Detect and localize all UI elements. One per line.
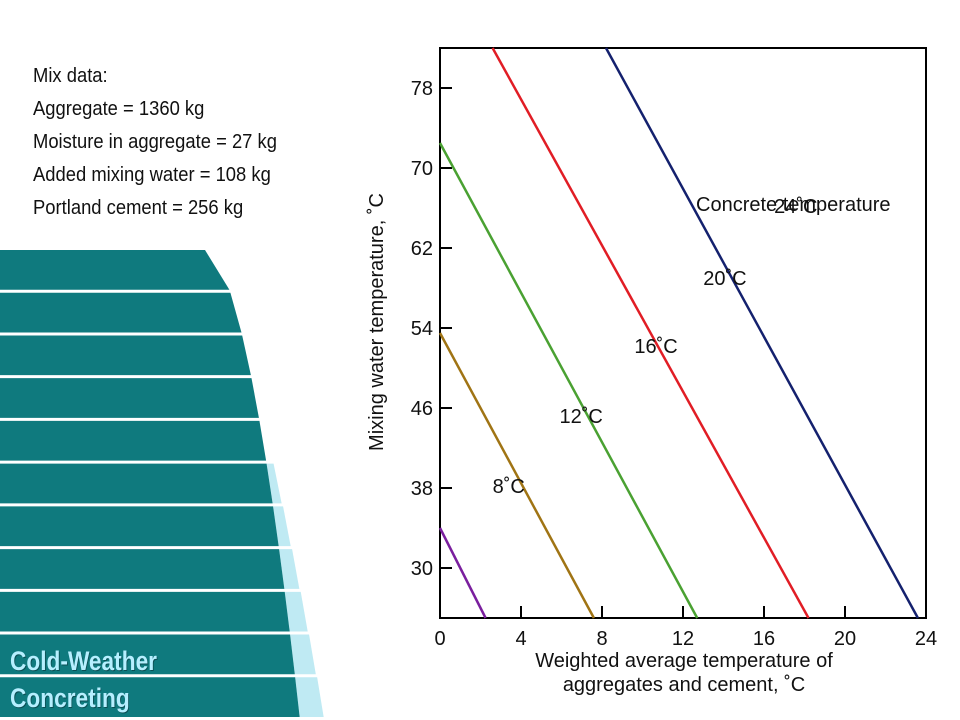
x-axis-title-line-1: Weighted average temperature of [535, 650, 833, 672]
y-tick-label: 78 [411, 78, 433, 100]
band-highlight [279, 549, 300, 589]
y-tick-label: 30 [411, 558, 433, 580]
mix-data-cement: Portland cement = 256 kg [33, 197, 244, 219]
x-tick-label: 12 [672, 628, 694, 650]
series-line [438, 527, 487, 619]
series-label: 24˚C [774, 196, 817, 218]
teal-band [0, 549, 285, 589]
legend-title: Concrete temperature [696, 194, 891, 216]
series-line [438, 142, 699, 619]
series-line [604, 47, 919, 619]
y-tick-label: 62 [411, 238, 433, 260]
series-line [438, 332, 595, 619]
band-highlight [290, 634, 316, 675]
y-tick-label: 46 [411, 398, 433, 420]
teal-band [0, 463, 273, 504]
y-axis-title: Mixing water temperature, ˚C [366, 193, 388, 451]
slide-title-line-2: Concreting [10, 683, 130, 713]
band-highlight [273, 506, 291, 547]
teal-band [0, 634, 295, 675]
x-tick-label: 4 [515, 628, 526, 650]
x-tick-label: 20 [834, 628, 856, 650]
series-label: 12˚C [559, 406, 602, 428]
teal-band [0, 250, 230, 290]
slide-title-line-1: Cold-Weather [10, 646, 158, 676]
teal-band [0, 506, 279, 547]
series-label: 16˚C [634, 336, 677, 358]
mix-data-aggregate: Aggregate = 1360 kg [33, 98, 205, 120]
teal-band [0, 420, 267, 461]
series-label: 20˚C [703, 268, 746, 290]
mix-data-moisture: Moisture in aggregate = 27 kg [33, 131, 277, 153]
plot-frame [439, 47, 927, 619]
y-tick-label: 38 [411, 478, 433, 500]
teal-band [0, 677, 300, 717]
slide-title: Cold-Weather Concreting [10, 643, 157, 717]
x-tick-label: 16 [753, 628, 775, 650]
mix-data-panel: Mix data: Aggregate = 1360 kg Moisture i… [33, 60, 277, 225]
x-tick-label: 24 [915, 628, 937, 650]
mix-data-added-water: Added mixing water = 108 kg [33, 164, 271, 186]
band-highlight [295, 677, 324, 717]
x-tick-label: 0 [434, 628, 445, 650]
x-axis-title-line-2: aggregates and cement, ˚C [563, 674, 805, 696]
teal-band [0, 335, 251, 376]
y-tick-label: 70 [411, 158, 433, 180]
mix-data-heading: Mix data: [33, 65, 108, 87]
x-tick-label: 8 [596, 628, 607, 650]
series-line [491, 47, 810, 619]
y-tick-label: 54 [411, 318, 433, 340]
teal-band [0, 378, 259, 418]
series-label: 8˚C [493, 476, 525, 498]
band-highlight [266, 463, 282, 504]
teal-band [0, 591, 290, 632]
decorative-teal-bands [0, 250, 324, 720]
band-highlight [284, 591, 308, 632]
teal-band [0, 292, 242, 333]
